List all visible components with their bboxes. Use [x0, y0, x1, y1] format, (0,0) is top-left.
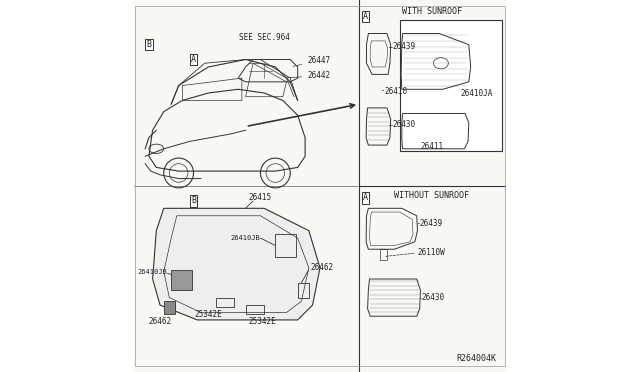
FancyBboxPatch shape — [134, 0, 359, 186]
Text: SEE SEC.964: SEE SEC.964 — [239, 33, 290, 42]
Text: B: B — [147, 40, 152, 49]
Text: 26410JB: 26410JB — [231, 235, 260, 241]
FancyBboxPatch shape — [164, 301, 175, 314]
Text: A: A — [191, 55, 196, 64]
Text: 25342E: 25342E — [248, 317, 276, 326]
FancyBboxPatch shape — [134, 186, 359, 372]
Text: 26439: 26439 — [420, 219, 443, 228]
Text: 26462: 26462 — [310, 263, 334, 272]
Polygon shape — [152, 208, 320, 320]
FancyBboxPatch shape — [400, 20, 502, 151]
FancyBboxPatch shape — [359, 186, 506, 372]
Text: 26410JB: 26410JB — [138, 269, 168, 275]
Text: A: A — [363, 193, 368, 202]
Text: 26439: 26439 — [392, 42, 415, 51]
Text: WITH SUNROOF: WITH SUNROOF — [402, 7, 461, 16]
Text: 26411: 26411 — [420, 142, 443, 151]
Text: WITHOUT SUNROOF: WITHOUT SUNROOF — [394, 191, 469, 200]
Text: 26430: 26430 — [392, 120, 415, 129]
Text: 26447: 26447 — [293, 56, 330, 66]
Text: R264004K: R264004K — [457, 354, 497, 363]
Text: 26410: 26410 — [384, 87, 407, 96]
FancyBboxPatch shape — [359, 0, 506, 186]
Text: 25342E: 25342E — [195, 310, 222, 319]
Text: A: A — [363, 12, 368, 21]
Text: 26442: 26442 — [285, 71, 330, 80]
Text: 26430: 26430 — [422, 293, 445, 302]
Text: 26410JA: 26410JA — [461, 89, 493, 97]
Text: 26462: 26462 — [148, 317, 172, 326]
Text: 26415: 26415 — [249, 193, 272, 202]
Text: 26110W: 26110W — [417, 248, 445, 257]
FancyBboxPatch shape — [172, 270, 191, 290]
Text: B: B — [191, 196, 196, 205]
